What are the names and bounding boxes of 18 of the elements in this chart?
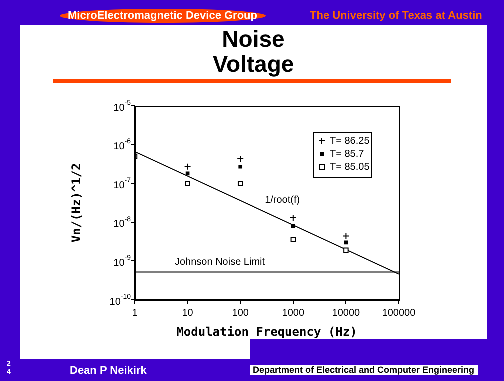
legend-label: T= 86.25	[330, 136, 370, 147]
text: Department of Electrical and Computer Engineering	[250, 365, 478, 375]
ref-line-label: Johnson Noise Limit	[175, 256, 266, 268]
x-tick-label: 1	[132, 308, 138, 319]
x-tick-label: 10000	[332, 308, 361, 319]
x-tick-label: 100000	[382, 308, 416, 319]
y-axis-title: Vn/(Hz)^1/2	[69, 163, 84, 243]
text: The University of Texas at Austin	[310, 10, 482, 22]
x-tick-label: 10	[182, 308, 194, 319]
series-label: 1/root(f)	[265, 195, 300, 206]
chart-title: Noise Voltage	[212, 26, 296, 77]
x-tick-label: 1000	[282, 308, 305, 319]
legend-label: T= 85.7	[330, 148, 365, 160]
x-tick-label: 100	[232, 308, 250, 319]
text: MicroElectromagnetic Device Group	[60, 9, 266, 23]
text: Dean P Neikirk	[70, 365, 147, 377]
x-axis-title: Modulation Frequency (Hz)	[176, 324, 358, 339]
legend-label: T= 85.05	[330, 162, 370, 173]
